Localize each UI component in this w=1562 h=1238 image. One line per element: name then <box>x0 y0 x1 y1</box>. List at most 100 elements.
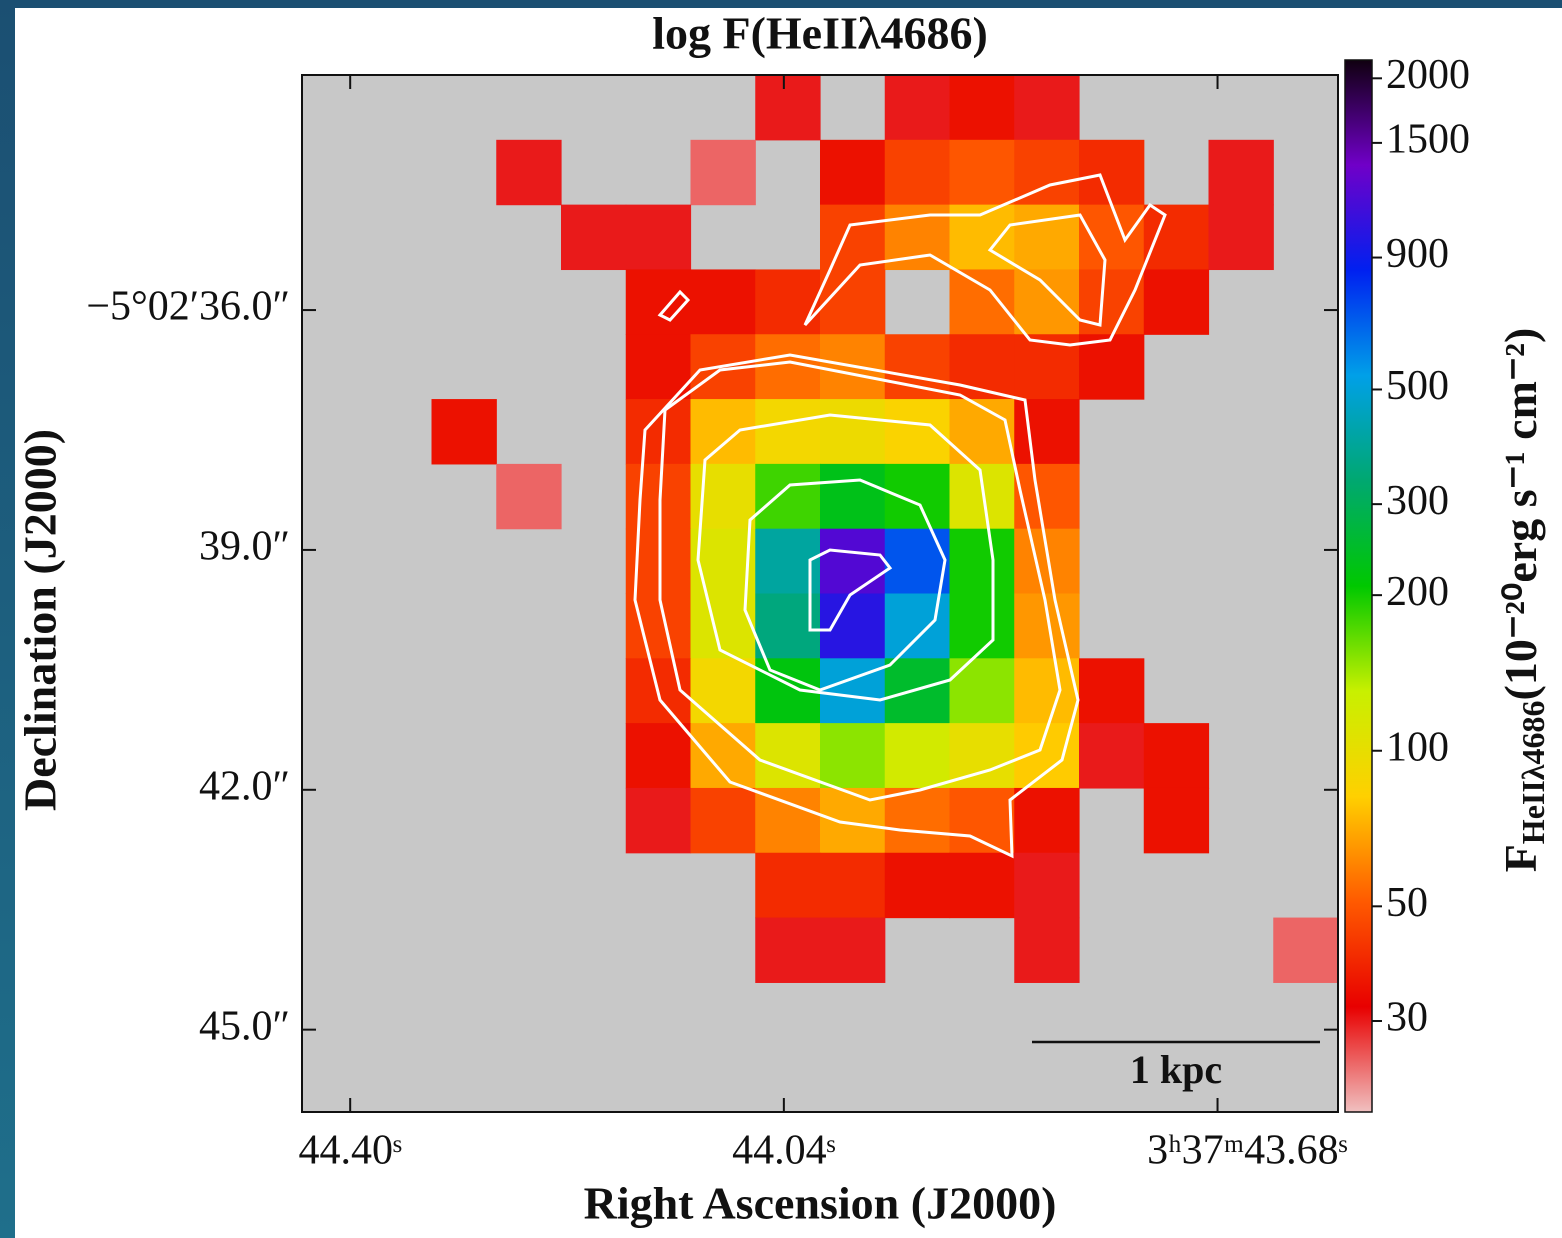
heatmap-cell <box>949 269 1015 335</box>
heatmap-cell <box>884 139 951 206</box>
heatmap-cell <box>1014 75 1080 141</box>
heatmap-cell <box>949 852 1015 919</box>
heatmap-cell <box>625 204 692 271</box>
x-tick-label: 3ʰ37ᵐ43.68ˢ <box>1147 1128 1348 1174</box>
colorbar-tick-label: 500 <box>1386 363 1449 409</box>
colorbar-tick-label: 900 <box>1386 231 1449 277</box>
heatmap-cell <box>625 399 692 465</box>
contour <box>987 213 1107 327</box>
colorbar <box>1344 59 1373 1113</box>
heatmap-cell <box>949 658 1015 724</box>
colorbar-tick-label: 2000 <box>1386 52 1470 98</box>
x-tick-label: 44.40ˢ <box>298 1128 402 1174</box>
heatmap-cell <box>1143 723 1210 789</box>
heatmap-cell <box>1079 723 1145 789</box>
contour <box>633 353 1080 859</box>
heatmap <box>302 75 1339 1112</box>
heatmap-cell <box>1079 269 1145 335</box>
heatmap-cell <box>949 787 1015 854</box>
colorbar-tick-label: 200 <box>1386 569 1449 615</box>
y-tick-label: 42.0″ <box>199 763 290 809</box>
heatmap-cell <box>755 463 821 530</box>
heatmap-cell <box>496 463 562 530</box>
heatmap-cell <box>820 723 886 789</box>
heatmap-cell <box>496 139 562 206</box>
heatmap-cell <box>755 852 821 919</box>
plot-frame <box>301 74 1339 1113</box>
heatmap-cell <box>884 787 951 854</box>
y-tick-label: 45.0″ <box>199 1003 290 1049</box>
heatmap-cell <box>1014 528 1080 595</box>
heatmap-cell <box>820 917 886 983</box>
heatmap-cell <box>690 658 756 724</box>
heatmap-cell <box>755 917 821 983</box>
heatmap-cell <box>625 787 692 854</box>
contour <box>657 289 691 322</box>
heatmap-cell <box>1014 269 1080 335</box>
colorbar-tick-label: 30 <box>1386 995 1428 1041</box>
heatmap-cell <box>690 399 756 465</box>
heatmap-cell <box>690 139 756 206</box>
heatmap-cell <box>820 528 886 595</box>
heatmap-cell <box>949 75 1015 141</box>
y-tick-label: 39.0″ <box>199 524 290 570</box>
heatmap-cell <box>1014 852 1080 919</box>
heatmap-cell <box>1014 399 1080 465</box>
colorbar-tick-label: 100 <box>1386 724 1449 770</box>
heatmap-cell <box>1079 334 1145 400</box>
heatmap-cell <box>820 204 886 271</box>
heatmap-cell <box>820 852 886 919</box>
heatmap-cell <box>949 528 1015 595</box>
chart: 1 kpc log F(HeIIλ4686) Right Ascension (… <box>15 8 1562 1238</box>
heatmap-cell <box>1143 787 1210 854</box>
heatmap-cell <box>884 334 951 400</box>
colorbar-tick-label: 50 <box>1386 880 1428 926</box>
heatmap-cell <box>755 269 821 335</box>
colorbar-label: FHeIIλ4686(10⁻²⁰erg s⁻¹ cm⁻²) <box>1495 328 1552 873</box>
heatmap-cell <box>755 787 821 854</box>
contours <box>633 173 1167 859</box>
heatmap-cell <box>884 658 951 724</box>
heatmap-cell <box>690 269 756 335</box>
contour <box>696 413 995 702</box>
heatmap-cell <box>1014 658 1080 724</box>
colorbar-tick-label: 300 <box>1386 478 1449 524</box>
heatmap-cell <box>755 75 821 141</box>
heatmap-cell <box>690 528 756 595</box>
heatmap-cell <box>1208 139 1274 206</box>
heatmap-cell <box>820 269 886 335</box>
heatmap-cell <box>884 399 951 465</box>
heatmap-cell <box>625 723 692 789</box>
heatmap-cell <box>949 463 1015 530</box>
heatmap-cell <box>1014 463 1080 530</box>
colorbar-tick-label: 1500 <box>1386 117 1470 163</box>
heatmap-cell <box>820 593 886 659</box>
heatmap-cell <box>625 463 692 530</box>
heatmap-cell <box>1014 204 1080 271</box>
scale-bar-label: 1 kpc <box>1130 1047 1222 1092</box>
heatmap-cell <box>625 269 692 335</box>
colorbar-label-main: F <box>1495 844 1546 872</box>
heatmap-cell <box>690 787 756 854</box>
heatmap-cell <box>1079 204 1145 271</box>
y-axis-label: Declination (J2000) <box>15 429 66 811</box>
heatmap-cell <box>949 139 1015 206</box>
colorbar-label-sub: HeIIλ4686 <box>1515 700 1551 844</box>
x-axis-label: Right Ascension (J2000) <box>584 1178 1057 1229</box>
heatmap-cell <box>820 399 886 465</box>
heatmap-cell <box>1143 269 1210 335</box>
contour <box>808 548 893 632</box>
heatmap-cell <box>1143 204 1210 271</box>
heatmap-cell <box>884 723 951 789</box>
heatmap-cell <box>755 399 821 465</box>
heatmap-cell <box>884 75 951 141</box>
contour <box>658 360 1062 802</box>
heatmap-cell <box>1273 917 1339 983</box>
heatmap-cell <box>1079 658 1145 724</box>
heatmap-cell <box>561 204 627 271</box>
y-tick-label: −5°02′36.0″ <box>86 284 290 330</box>
heatmap-cell <box>1079 139 1145 206</box>
heatmap-cell <box>884 463 951 530</box>
heatmap-cell <box>1014 787 1080 854</box>
